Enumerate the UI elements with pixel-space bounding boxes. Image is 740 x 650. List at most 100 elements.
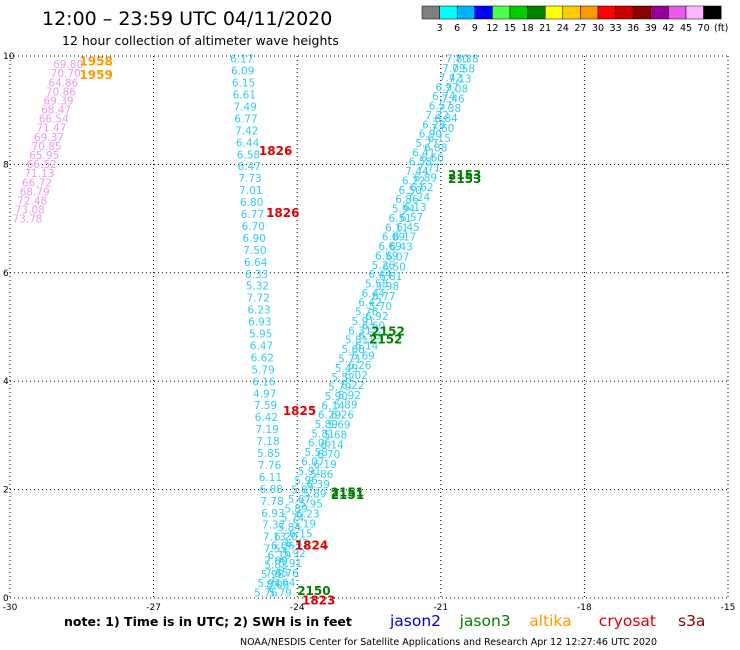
x-tick-label: -30 (3, 603, 18, 613)
swh-value: 71.13 (24, 168, 54, 180)
note-text: note: 1) Time is in UTC; 2) SWH is in fe… (64, 614, 352, 629)
swh-value: 6.47 (250, 340, 273, 352)
swh-value: 5.81 (311, 428, 334, 440)
colorbar-swatch (597, 5, 616, 20)
legend-jason2: jason2 (389, 612, 441, 630)
colorbar-level-label: 15 (504, 23, 516, 34)
swh-value: 7.22 (425, 110, 448, 122)
axis-ticks: -30 -27 -24 -21 -18 -15 0 2 4 6 8 10 (3, 52, 736, 613)
swh-value: 5.79 (251, 364, 274, 376)
swh-value: 6.89 (414, 172, 437, 184)
swh-value: 6.15 (289, 528, 312, 540)
swh-value: 7.24 (407, 192, 431, 204)
pass-number-label: 1959 (79, 68, 112, 82)
swh-value: 5.81 (345, 335, 368, 347)
swh-value: 6.92 (365, 311, 388, 323)
swh-value: 6.47 (238, 161, 261, 173)
swh-value: 6.07 (301, 456, 324, 468)
colorbar-swatch (527, 5, 546, 20)
swh-value: 5.68 (324, 429, 347, 441)
swh-value: 6.86 (395, 194, 419, 206)
pass-number-label: 2152 (369, 332, 402, 346)
swh-value: 5.77 (415, 138, 438, 150)
swh-value: 6.77 (234, 113, 257, 125)
colorbar-level-label: 27 (574, 23, 586, 34)
swh-value: 5.89 (303, 489, 326, 501)
colorbar-swatch (439, 5, 458, 20)
swh-value: 6.28 (422, 119, 445, 131)
swh-value: 6.15 (232, 78, 255, 90)
swh-value: 7.71 (417, 162, 440, 174)
pass-number-label: 1826 (266, 206, 299, 220)
swh-value: 6.06 (271, 541, 295, 553)
swh-value: 6.39 (307, 479, 330, 491)
swh-value: 6.07 (386, 251, 409, 263)
swh-value: 7.01 (239, 185, 262, 197)
swh-value: 6.44 (368, 269, 392, 281)
colorbar-level-label: 33 (610, 23, 622, 34)
pass-number-label: 2150 (297, 584, 330, 598)
swh-value: 6.74 (432, 91, 456, 103)
swh-value: 5.95 (300, 499, 323, 511)
swh-value: 5.76 (355, 307, 379, 319)
swh-value: 5.95 (249, 329, 272, 341)
swh-value: 5.19 (293, 518, 316, 530)
swh-value: 7.45 (265, 568, 288, 580)
swh-value: 6.17 (230, 54, 253, 66)
swh-value: 7.58 (452, 64, 475, 76)
swh-value: 5.26 (372, 260, 396, 272)
y-tick-label: 6 (3, 269, 9, 279)
swh-value: 6.70 (242, 221, 265, 233)
x-tick-label: -27 (146, 603, 161, 613)
swh-value: 65.95 (29, 150, 59, 162)
swh-value: 5.32 (246, 281, 269, 293)
swh-value: 66.52 (27, 159, 57, 171)
swh-value: 5.70 (369, 301, 392, 313)
legend-altika: altika (529, 612, 571, 630)
colorbar-level-label: 21 (539, 23, 551, 34)
swh-value: 7.55 (264, 544, 287, 556)
swh-value: 6.11 (385, 222, 408, 234)
swh-value: 5.92 (338, 390, 361, 402)
swh-value: 7.13 (263, 532, 286, 544)
swh-value: 6.57 (429, 101, 452, 113)
swh-value: 5.83 (264, 559, 287, 571)
swh-value: 6.23 (296, 508, 319, 520)
swh-value: 7.49 (233, 102, 256, 114)
colorbar-swatch (544, 5, 564, 20)
colorbar-swatch (668, 5, 687, 20)
swh-value: 4.97 (253, 388, 276, 400)
swh-value: 6.69 (378, 241, 401, 253)
colorbar-level-label: 30 (592, 23, 604, 34)
swh-value: 64.86 (48, 77, 78, 89)
pass-number-label: 2152 (371, 324, 404, 338)
swh-value: 7.50 (243, 245, 266, 257)
swh-value: 7.44 (405, 166, 429, 178)
colorbar-swatch (580, 5, 599, 20)
swh-value: 6.61 (233, 90, 256, 102)
swh-value: 5.69 (351, 350, 374, 362)
swh-value: 5.92 (282, 548, 305, 560)
swh-value: 6.90 (419, 129, 442, 141)
colorbar-level-label: 45 (680, 23, 692, 34)
satellite-legend: jason2 jason3 altika cryosat s3a (389, 612, 705, 630)
swh-value: 6.14 (321, 400, 345, 412)
chart-title: 12:00 – 23:59 UTC 04/11/2020 (42, 8, 332, 30)
colorbar-level-label: 9 (472, 23, 478, 34)
swh-value: 6.26 (348, 360, 372, 372)
swh-value: 68.47 (41, 105, 71, 117)
swh-value: 7.69 (264, 556, 287, 568)
swh-value: 7.76 (258, 460, 282, 472)
swh-value: 7.60 (431, 123, 454, 135)
swh-value: 6.93 (248, 317, 271, 329)
swh-value: 6.77 (372, 291, 395, 303)
swh-value: 7.59 (254, 400, 277, 412)
swh-value: 5.87 (291, 485, 314, 497)
swh-value: 5.85 (257, 448, 280, 460)
swh-value: 6.09 (231, 66, 254, 78)
swh-value: 5.58 (365, 278, 388, 290)
swh-value: 68.79 (20, 186, 50, 198)
footer-credit: NOAA/NESDIS Center for Satellite Applica… (240, 637, 657, 648)
